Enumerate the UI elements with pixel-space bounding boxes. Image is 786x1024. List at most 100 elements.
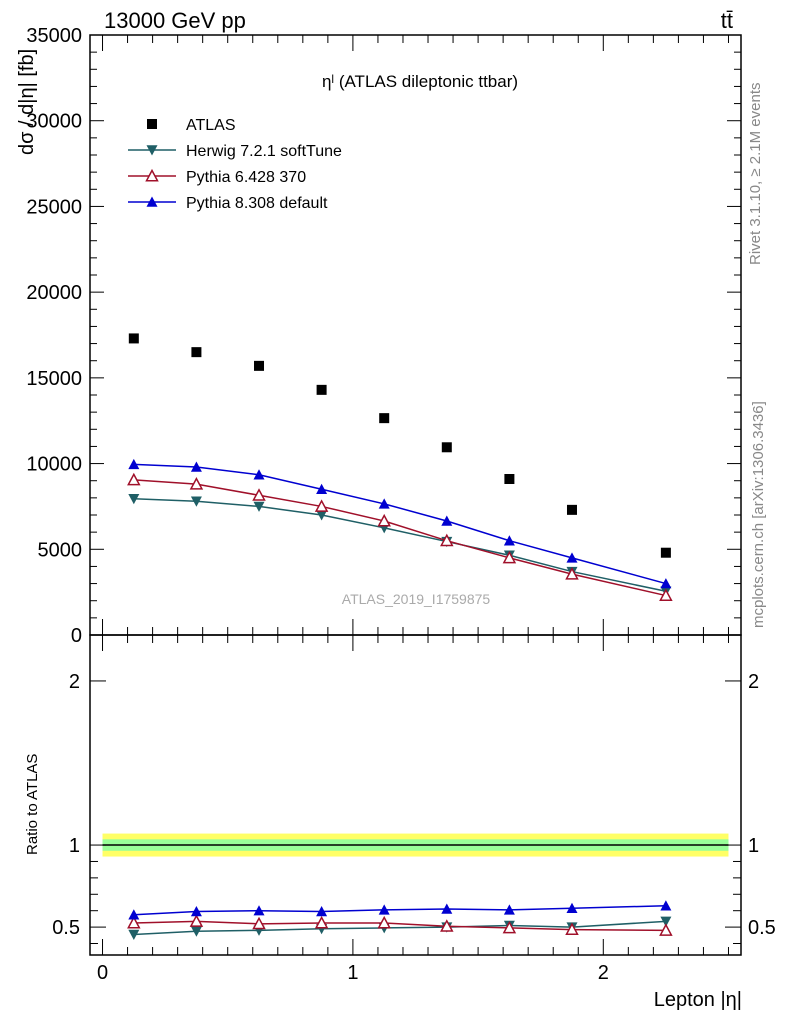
legend: ATLAS Herwig 7.2.1 softTune Pythia 6.428 3… xyxy=(128,117,342,212)
x-axis-label: Lepton |η| xyxy=(654,989,742,1011)
series-pythia-8-308-default xyxy=(128,458,672,589)
ratio-data-point xyxy=(128,909,140,920)
ratio-y-tick-label-right: 1 xyxy=(748,835,759,857)
ratio-series-pythia-8-308-default xyxy=(128,900,672,920)
legend-entry: ATLAS xyxy=(147,117,236,134)
mcplots-label: mcplots.cern.ch [arXiv:1306.3436] xyxy=(750,401,767,628)
data-point xyxy=(316,483,328,495)
ratio-data-point xyxy=(314,915,329,929)
ratio-data-point xyxy=(252,916,266,930)
data-point xyxy=(128,493,140,505)
data-point xyxy=(503,535,515,546)
legend-marker xyxy=(147,119,157,129)
legend-entry: Pythia 8.308 default xyxy=(128,195,328,212)
series-line xyxy=(133,479,667,597)
data-point xyxy=(566,552,578,563)
header-left: 13000 GeV pp xyxy=(104,8,246,33)
data-point xyxy=(314,499,329,512)
main-y-axis-label: dσ / d|η| [fb] xyxy=(16,49,38,155)
data-point xyxy=(190,496,202,507)
ratio-y-tick-label: 0.5 xyxy=(52,917,80,939)
ratio-axis-ticks: 0.5 0.5 1 1 2 2 0 1 2 xyxy=(52,635,776,984)
series-pythia-6-428-370 xyxy=(127,472,673,602)
ratio-data-point xyxy=(128,929,140,940)
data-point xyxy=(191,347,202,358)
data-point xyxy=(566,504,577,515)
ratio-series-pythia-6-428-370 xyxy=(127,914,673,936)
data-point xyxy=(441,442,452,453)
ratio-panel-frame xyxy=(89,634,742,956)
main-panel: 0 5000 10000 15000 20000 25000 30000 35000 ηˡ (… xyxy=(16,25,742,647)
legend-marker xyxy=(146,196,158,207)
data-point xyxy=(127,472,141,486)
legend-label: Herwig 7.2.1 softTune xyxy=(186,143,342,160)
main-y-tick-label: 10000 xyxy=(26,454,82,476)
data-point xyxy=(253,501,265,512)
legend-label: Pythia 8.308 default xyxy=(186,195,328,212)
ratio-data-point xyxy=(441,903,453,914)
ratio-series-line xyxy=(133,905,666,916)
ratio-data-point xyxy=(253,905,265,916)
data-point xyxy=(502,550,517,564)
data-point xyxy=(253,469,265,480)
ratio-data-point xyxy=(127,915,141,929)
data-point xyxy=(316,384,327,395)
data-point xyxy=(377,513,391,527)
data-point xyxy=(504,474,515,484)
ratio-data-point xyxy=(503,904,515,915)
legend-label: Pythia 6.428 370 xyxy=(186,169,306,186)
data-point xyxy=(254,360,265,371)
data-point xyxy=(660,547,671,558)
header-right: tt̄ xyxy=(721,8,733,33)
ratio-data-point xyxy=(440,919,454,932)
x-tick-label: 1 xyxy=(347,962,358,984)
data-point xyxy=(189,477,204,490)
ratio-data-point xyxy=(502,920,517,934)
main-y-tick-label: 5000 xyxy=(38,539,83,561)
main-y-tick-label: 20000 xyxy=(26,282,82,304)
ratio-data-point xyxy=(565,922,579,936)
main-y-tick-label: 15000 xyxy=(26,368,82,390)
data-point xyxy=(660,578,672,589)
ratio-y-axis-label: Ratio to ATLAS xyxy=(24,754,41,855)
data-point xyxy=(440,533,454,547)
ratio-data-point xyxy=(316,906,328,917)
series-atlas xyxy=(128,333,671,558)
main-y-tick-label: 30000 xyxy=(26,111,82,133)
series-line xyxy=(133,463,667,585)
ratio-data-point xyxy=(660,916,672,927)
ratio-data-point xyxy=(659,923,673,936)
legend-marker xyxy=(145,168,159,182)
data-point xyxy=(316,510,328,521)
main-y-tick-label: 25000 xyxy=(26,196,82,218)
data-point xyxy=(190,461,202,472)
data-point xyxy=(378,498,390,509)
main-axis-ticks: 0 5000 10000 15000 20000 25000 30000 35000 xyxy=(26,25,741,647)
chart-title: ηˡ (ATLAS dileptonic ttbar) xyxy=(322,72,518,91)
data-point xyxy=(565,567,579,580)
ratio-y-tick-label: 1 xyxy=(69,835,80,857)
ratio-y-tick-label-right: 0.5 xyxy=(748,917,776,939)
data-point xyxy=(128,333,139,344)
legend-entry: Pythia 6.428 370 xyxy=(128,168,306,186)
data-point xyxy=(379,413,390,424)
ratio-panel: 0.5 0.5 1 1 2 2 0 1 2 Ratio to ATLAS Lepton |η| xyxy=(24,634,776,1011)
x-tick-label: 2 xyxy=(598,962,609,984)
ratio-data-point xyxy=(190,926,202,937)
data-point xyxy=(659,588,673,602)
data-point xyxy=(128,458,140,470)
ratio-y-tick-label-right: 2 xyxy=(748,671,759,693)
ratio-data-point xyxy=(566,902,578,913)
watermark-label: ATLAS_2019_I1759875 xyxy=(342,591,491,607)
ratio-data-point xyxy=(189,914,204,927)
data-point xyxy=(441,515,453,526)
ratio-series-herwig-7-2-1-softtune xyxy=(128,916,672,940)
main-y-tick-label: 35000 xyxy=(26,25,82,47)
rivet-version-label: Rivet 3.1.10, ≥ 2.1M events xyxy=(747,83,764,266)
legend-marker xyxy=(146,145,158,156)
legend-label: ATLAS xyxy=(186,117,236,134)
legend-entry: Herwig 7.2.1 softTune xyxy=(128,143,342,160)
ratio-y-tick-label: 2 xyxy=(69,671,80,693)
ratio-data-point xyxy=(377,915,391,929)
